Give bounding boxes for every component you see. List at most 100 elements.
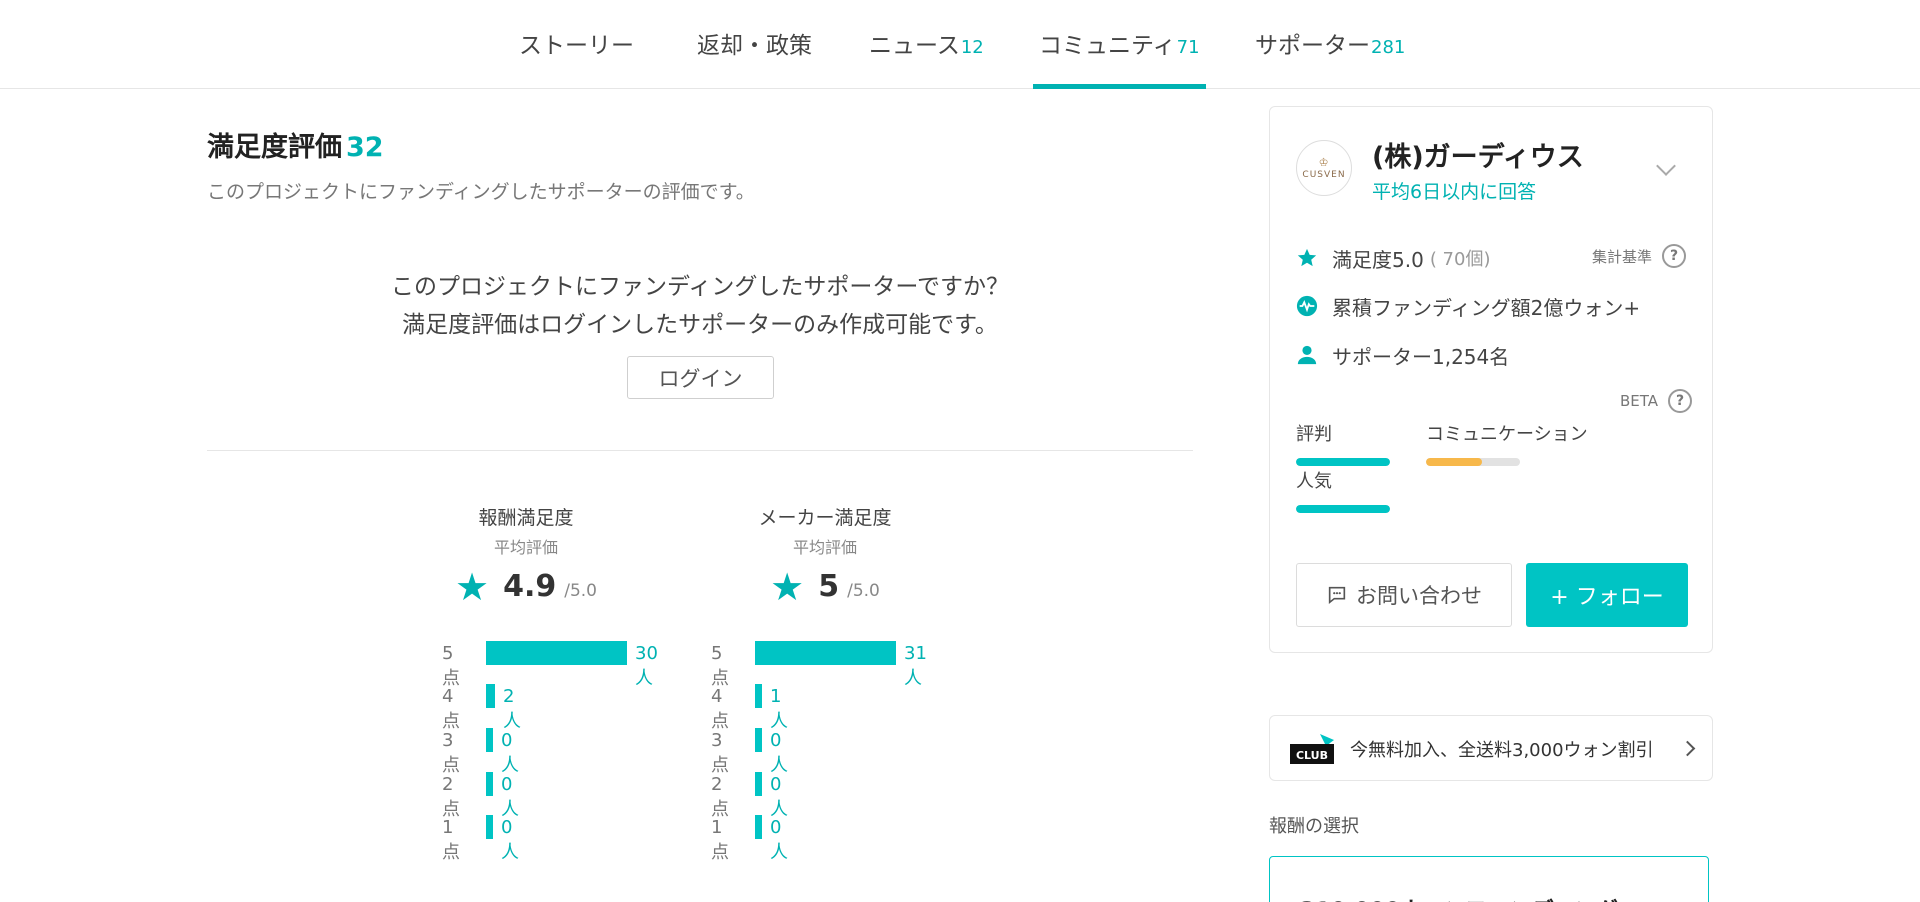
help-icon[interactable]: ? xyxy=(1668,389,1693,413)
tab-supporters[interactable]: サポーター281 xyxy=(1255,26,1405,89)
metric-label: 評判 xyxy=(1296,424,1332,445)
rating-max: /5.0 xyxy=(564,581,597,601)
chevron-down-icon[interactable] xyxy=(1656,156,1676,176)
review-count: 32 xyxy=(346,132,384,163)
rating-title: 報酬満足度 xyxy=(478,507,574,529)
rating-score: ★ 5 /5.0 xyxy=(725,564,925,606)
rating-row-value: 0人 xyxy=(770,774,788,820)
metric-bar-fill xyxy=(1296,505,1390,513)
tab-label: コミュニティ xyxy=(1039,33,1176,59)
rating-row-value: 31人 xyxy=(904,643,927,689)
tab-count: 71 xyxy=(1176,37,1200,58)
inquiry-label: お問い合わせ xyxy=(1356,584,1482,608)
tab-news[interactable]: ニュース12 xyxy=(869,26,984,89)
reward-option[interactable]: 310,000ウォンファンディング xyxy=(1269,856,1709,902)
rating-row-label: 2点 xyxy=(711,774,729,820)
rating-subtitle: 平均評価 xyxy=(792,538,857,557)
rating-row-value: 0人 xyxy=(501,817,519,863)
metric-label: 人気 xyxy=(1296,471,1332,492)
rating-title: メーカー満足度 xyxy=(758,507,892,529)
rating-bar xyxy=(486,728,493,752)
club-logo-icon: CLUB xyxy=(1290,734,1334,764)
rating-score: ★ 4.9 /5.0 xyxy=(426,564,626,609)
rating-subtitle: 平均評価 xyxy=(493,538,558,557)
tab-refund-policy[interactable]: 返却・政策 xyxy=(697,26,812,89)
section-description: このプロジェクトにファンディングしたサポーターの評価です。 xyxy=(207,181,755,203)
project-tab-bar: ストーリー 返却・政策 ニュース12 コミュニティ71 サポーター281 xyxy=(0,0,1920,89)
rating-row-label: 3点 xyxy=(442,730,460,776)
club-badge-text: CLUB xyxy=(1296,749,1328,762)
rating-bar xyxy=(755,684,762,708)
rating-bar xyxy=(755,728,762,752)
beta-label: BETA xyxy=(1620,392,1659,410)
login-prompt-line1: このプロジェクトにファンディングしたサポーターですか？ xyxy=(390,274,1009,300)
tab-count: 281 xyxy=(1371,37,1406,58)
reward-section-title: 報酬の選択 xyxy=(1269,816,1359,837)
tab-community[interactable]: コミュニティ71 xyxy=(1033,26,1206,89)
criteria-label: 集計基準 xyxy=(1592,247,1653,266)
help-icon[interactable]: ? xyxy=(1662,244,1687,268)
rating-bar xyxy=(755,641,896,665)
maker-funding-total: 累積ファンディング額2億ウォン+ xyxy=(1332,295,1641,320)
rating-row-label: 1点 xyxy=(442,817,460,863)
rating-row-label: 5点 xyxy=(711,643,729,689)
tab-story[interactable]: ストーリー xyxy=(519,26,634,89)
person-icon xyxy=(1296,344,1318,366)
divider xyxy=(207,450,1193,451)
reward-satisfaction-summary: 報酬満足度 平均評価 ★ 4.9 /5.0 xyxy=(426,503,626,609)
rating-row-label: 4点 xyxy=(711,686,729,732)
rating-row-value: 30人 xyxy=(635,643,658,689)
beta-info[interactable]: BETA ? xyxy=(1620,389,1693,413)
rating-bar xyxy=(755,772,762,796)
maker-logo-text: CUSVEN xyxy=(1302,170,1346,180)
rating-row-value: 2人 xyxy=(503,686,521,732)
rating-average: 4.9 xyxy=(503,569,557,604)
metric-bar-fill xyxy=(1426,458,1483,466)
login-button[interactable]: ログイン xyxy=(627,356,774,399)
follow-button[interactable]: + フォロー xyxy=(1526,563,1688,627)
metric-bar xyxy=(1296,458,1390,466)
rating-bar xyxy=(486,684,495,708)
maker-name[interactable]: (株)ガーディウス xyxy=(1372,142,1584,173)
tab-label: ストーリー xyxy=(519,33,634,59)
section-title: 満足度評価 32 xyxy=(207,125,384,164)
maker-supporters-row: サポーター1,254名 xyxy=(1296,340,1509,370)
rating-row-value: 1人 xyxy=(770,686,788,732)
rating-row-label: 4点 xyxy=(442,686,460,732)
star-icon xyxy=(1296,247,1318,269)
login-prompt-line2: 満足度評価はログインしたサポーターのみ作成可能です。 xyxy=(402,312,998,338)
rating-row-label: 2点 xyxy=(442,774,460,820)
maker-funding-row: 累積ファンディング額2億ウォン+ xyxy=(1296,291,1640,321)
metric-bar-fill xyxy=(1296,458,1390,466)
club-banner[interactable]: CLUB 今無料加入、全送料3,000ウォン割引 xyxy=(1269,715,1713,781)
inquiry-button[interactable]: お問い合わせ xyxy=(1296,563,1512,627)
rating-row-value: 0人 xyxy=(770,730,788,776)
metric-bar xyxy=(1426,458,1520,466)
maker-response-time: 平均6日以内に回答 xyxy=(1372,181,1537,203)
rating-max: /5.0 xyxy=(847,581,880,601)
criteria-info[interactable]: 集計基準 ? xyxy=(1592,244,1687,268)
maker-logo[interactable]: ♔ CUSVEN xyxy=(1296,140,1352,196)
rating-bar xyxy=(486,815,493,839)
tab-count: 12 xyxy=(960,37,984,58)
section-title-text: 満足度評価 xyxy=(207,132,342,163)
maker-supporters: サポーター1,254名 xyxy=(1332,344,1510,369)
rating-average: 5 xyxy=(818,569,840,604)
chat-icon xyxy=(1328,586,1346,605)
rating-row-value: 0人 xyxy=(501,730,519,776)
metric-bar xyxy=(1296,505,1390,513)
tab-label: 返却・政策 xyxy=(697,33,812,59)
tab-label: ニュース xyxy=(869,33,960,59)
rating-bar xyxy=(486,641,627,665)
rating-row-label: 5点 xyxy=(442,643,460,689)
star-icon: ★ xyxy=(455,565,490,609)
maker-satisfaction: 満足度5.0 xyxy=(1332,247,1424,272)
reward-title: 310,000ウォンファンディング xyxy=(1300,893,1618,902)
maker-satisfaction-count: ( 70個) xyxy=(1429,249,1491,270)
satisfaction-section: 満足度評価 32 このプロジェクトにファンディングしたサポーターの評価です。 この… xyxy=(207,89,1193,902)
maker-satisfaction-row: 満足度5.0 ( 70個) xyxy=(1296,243,1490,273)
maker-card: ♔ CUSVEN (株)ガーディウス 平均6日以内に回答 満足度5.0 ( 70… xyxy=(1269,106,1713,653)
rating-row-value: 0人 xyxy=(770,817,788,863)
rating-bar xyxy=(486,772,493,796)
metric-label: コミュニケーション xyxy=(1426,424,1588,445)
